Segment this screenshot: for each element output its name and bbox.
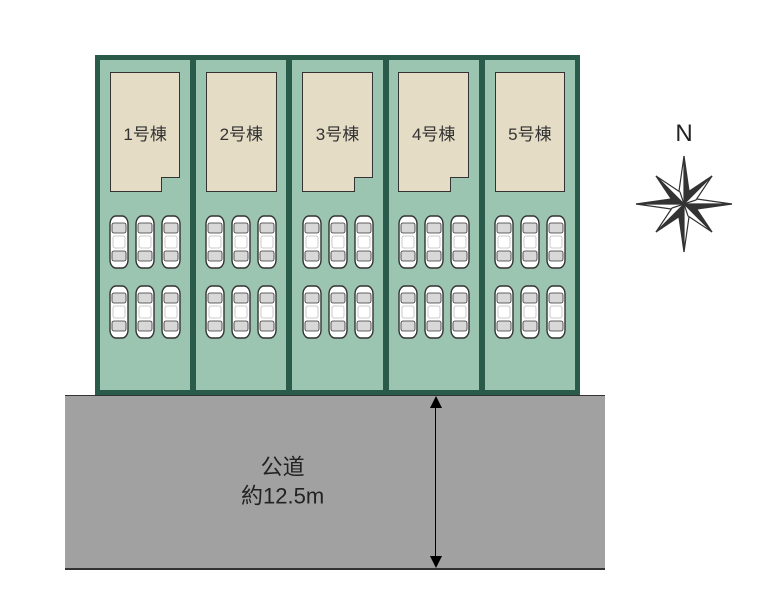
car-icon [160, 214, 182, 270]
road: 公道 約12.5m [65, 395, 605, 570]
car-icon [108, 284, 130, 340]
car-icon [327, 284, 349, 340]
car-icon [519, 214, 541, 270]
car-icon [493, 284, 515, 340]
road-label: 公道 約12.5m [241, 453, 324, 510]
compass-rose-icon [634, 154, 734, 254]
car-icon [256, 284, 278, 340]
car-icon [134, 214, 156, 270]
car-icon [545, 214, 567, 270]
site-plan: 1号棟 2号棟 3号棟 4号棟 5号棟 公道 約12.5m N [0, 0, 769, 600]
parking-area [489, 214, 571, 340]
lot: 3号棟 [291, 59, 383, 391]
lot: 2号棟 [195, 59, 287, 391]
car-icon [134, 284, 156, 340]
car-icon [230, 214, 252, 270]
dimension-arrow-line [435, 406, 436, 558]
compass: N [634, 120, 734, 260]
parking-row [104, 284, 186, 340]
road-label-line2: 約12.5m [241, 482, 324, 511]
lot: 1号棟 [99, 59, 191, 391]
building: 4号棟 [398, 72, 469, 192]
parking-area [393, 214, 475, 340]
parking-row [489, 214, 571, 270]
car-icon [204, 284, 226, 340]
car-icon [519, 284, 541, 340]
car-icon [160, 284, 182, 340]
road-dimension [435, 396, 436, 568]
lot: 4号棟 [388, 59, 480, 391]
parking-row [296, 214, 378, 270]
car-icon [493, 214, 515, 270]
car-icon [204, 214, 226, 270]
parking-row [104, 214, 186, 270]
parking-area [104, 214, 186, 340]
building: 2号棟 [206, 72, 277, 192]
car-icon [301, 214, 323, 270]
parking-row [393, 284, 475, 340]
road-label-line1: 公道 [241, 453, 324, 482]
car-icon [353, 284, 375, 340]
building: 3号棟 [302, 72, 373, 192]
car-icon [397, 284, 419, 340]
car-icon [423, 214, 445, 270]
car-icon [449, 284, 471, 340]
compass-north-label: N [634, 120, 734, 148]
parking-row [393, 214, 475, 270]
car-icon [353, 214, 375, 270]
parking-row [296, 284, 378, 340]
lot: 5号棟 [484, 59, 576, 391]
car-icon [545, 284, 567, 340]
car-icon [256, 214, 278, 270]
parking-row [200, 284, 282, 340]
car-icon [301, 284, 323, 340]
car-icon [108, 214, 130, 270]
building: 5号棟 [495, 72, 566, 192]
lots-area: 1号棟 2号棟 3号棟 4号棟 5号棟 [95, 55, 580, 395]
car-icon [449, 214, 471, 270]
parking-row [489, 284, 571, 340]
parking-row [200, 214, 282, 270]
parking-area [200, 214, 282, 340]
parking-area [296, 214, 378, 340]
car-icon [230, 284, 252, 340]
car-icon [397, 214, 419, 270]
building: 1号棟 [110, 72, 181, 192]
car-icon [423, 284, 445, 340]
car-icon [327, 214, 349, 270]
